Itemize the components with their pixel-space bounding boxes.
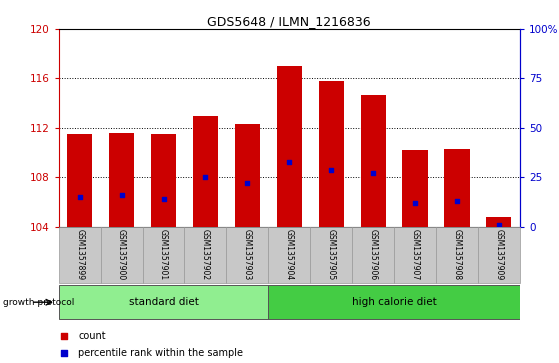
Point	[60, 351, 69, 356]
Bar	[436, 227, 478, 283]
Bar	[268, 227, 310, 283]
Bar	[151, 134, 176, 227]
Bar	[226, 227, 268, 283]
Text: GSM1357908: GSM1357908	[452, 229, 462, 281]
Bar	[352, 227, 394, 283]
Text: GSM1357909: GSM1357909	[494, 229, 504, 281]
Text: high calorie diet: high calorie diet	[352, 297, 437, 307]
Text: GSM1357899: GSM1357899	[75, 229, 84, 281]
Text: standard diet: standard diet	[129, 297, 198, 307]
Text: GSM1357900: GSM1357900	[117, 229, 126, 281]
Bar	[101, 227, 143, 283]
Text: GSM1357907: GSM1357907	[410, 229, 420, 281]
Bar	[310, 227, 352, 283]
Point	[495, 222, 504, 228]
Text: growth protocol: growth protocol	[3, 298, 74, 307]
Point	[369, 171, 378, 176]
Point	[326, 167, 335, 172]
Bar	[478, 227, 520, 283]
Bar	[444, 149, 470, 227]
Title: GDS5648 / ILMN_1216836: GDS5648 / ILMN_1216836	[207, 15, 371, 28]
Text: count: count	[78, 331, 106, 340]
Bar	[319, 81, 344, 227]
Bar	[394, 227, 436, 283]
Bar	[235, 124, 260, 227]
Point	[243, 180, 252, 186]
Bar	[59, 227, 101, 283]
Text: GSM1357905: GSM1357905	[326, 229, 336, 281]
Point	[159, 196, 168, 202]
Bar	[143, 227, 184, 283]
Bar	[361, 95, 386, 227]
Bar	[268, 285, 520, 319]
Point	[60, 333, 69, 338]
Point	[117, 192, 126, 198]
Point	[453, 198, 462, 204]
Bar	[109, 133, 134, 227]
Text: GSM1357906: GSM1357906	[368, 229, 378, 281]
Point	[285, 159, 294, 164]
Text: GSM1357902: GSM1357902	[201, 229, 210, 281]
Bar	[486, 217, 511, 227]
Bar	[184, 227, 226, 283]
Text: GSM1357903: GSM1357903	[243, 229, 252, 281]
Point	[410, 200, 419, 206]
Bar	[193, 115, 218, 227]
Text: GSM1357901: GSM1357901	[159, 229, 168, 281]
Text: percentile rank within the sample: percentile rank within the sample	[78, 348, 243, 359]
Text: GSM1357904: GSM1357904	[285, 229, 294, 281]
Bar	[402, 150, 428, 227]
Bar	[67, 134, 92, 227]
Bar	[277, 66, 302, 227]
Bar	[59, 285, 268, 319]
Point	[201, 175, 210, 180]
Point	[75, 194, 84, 200]
